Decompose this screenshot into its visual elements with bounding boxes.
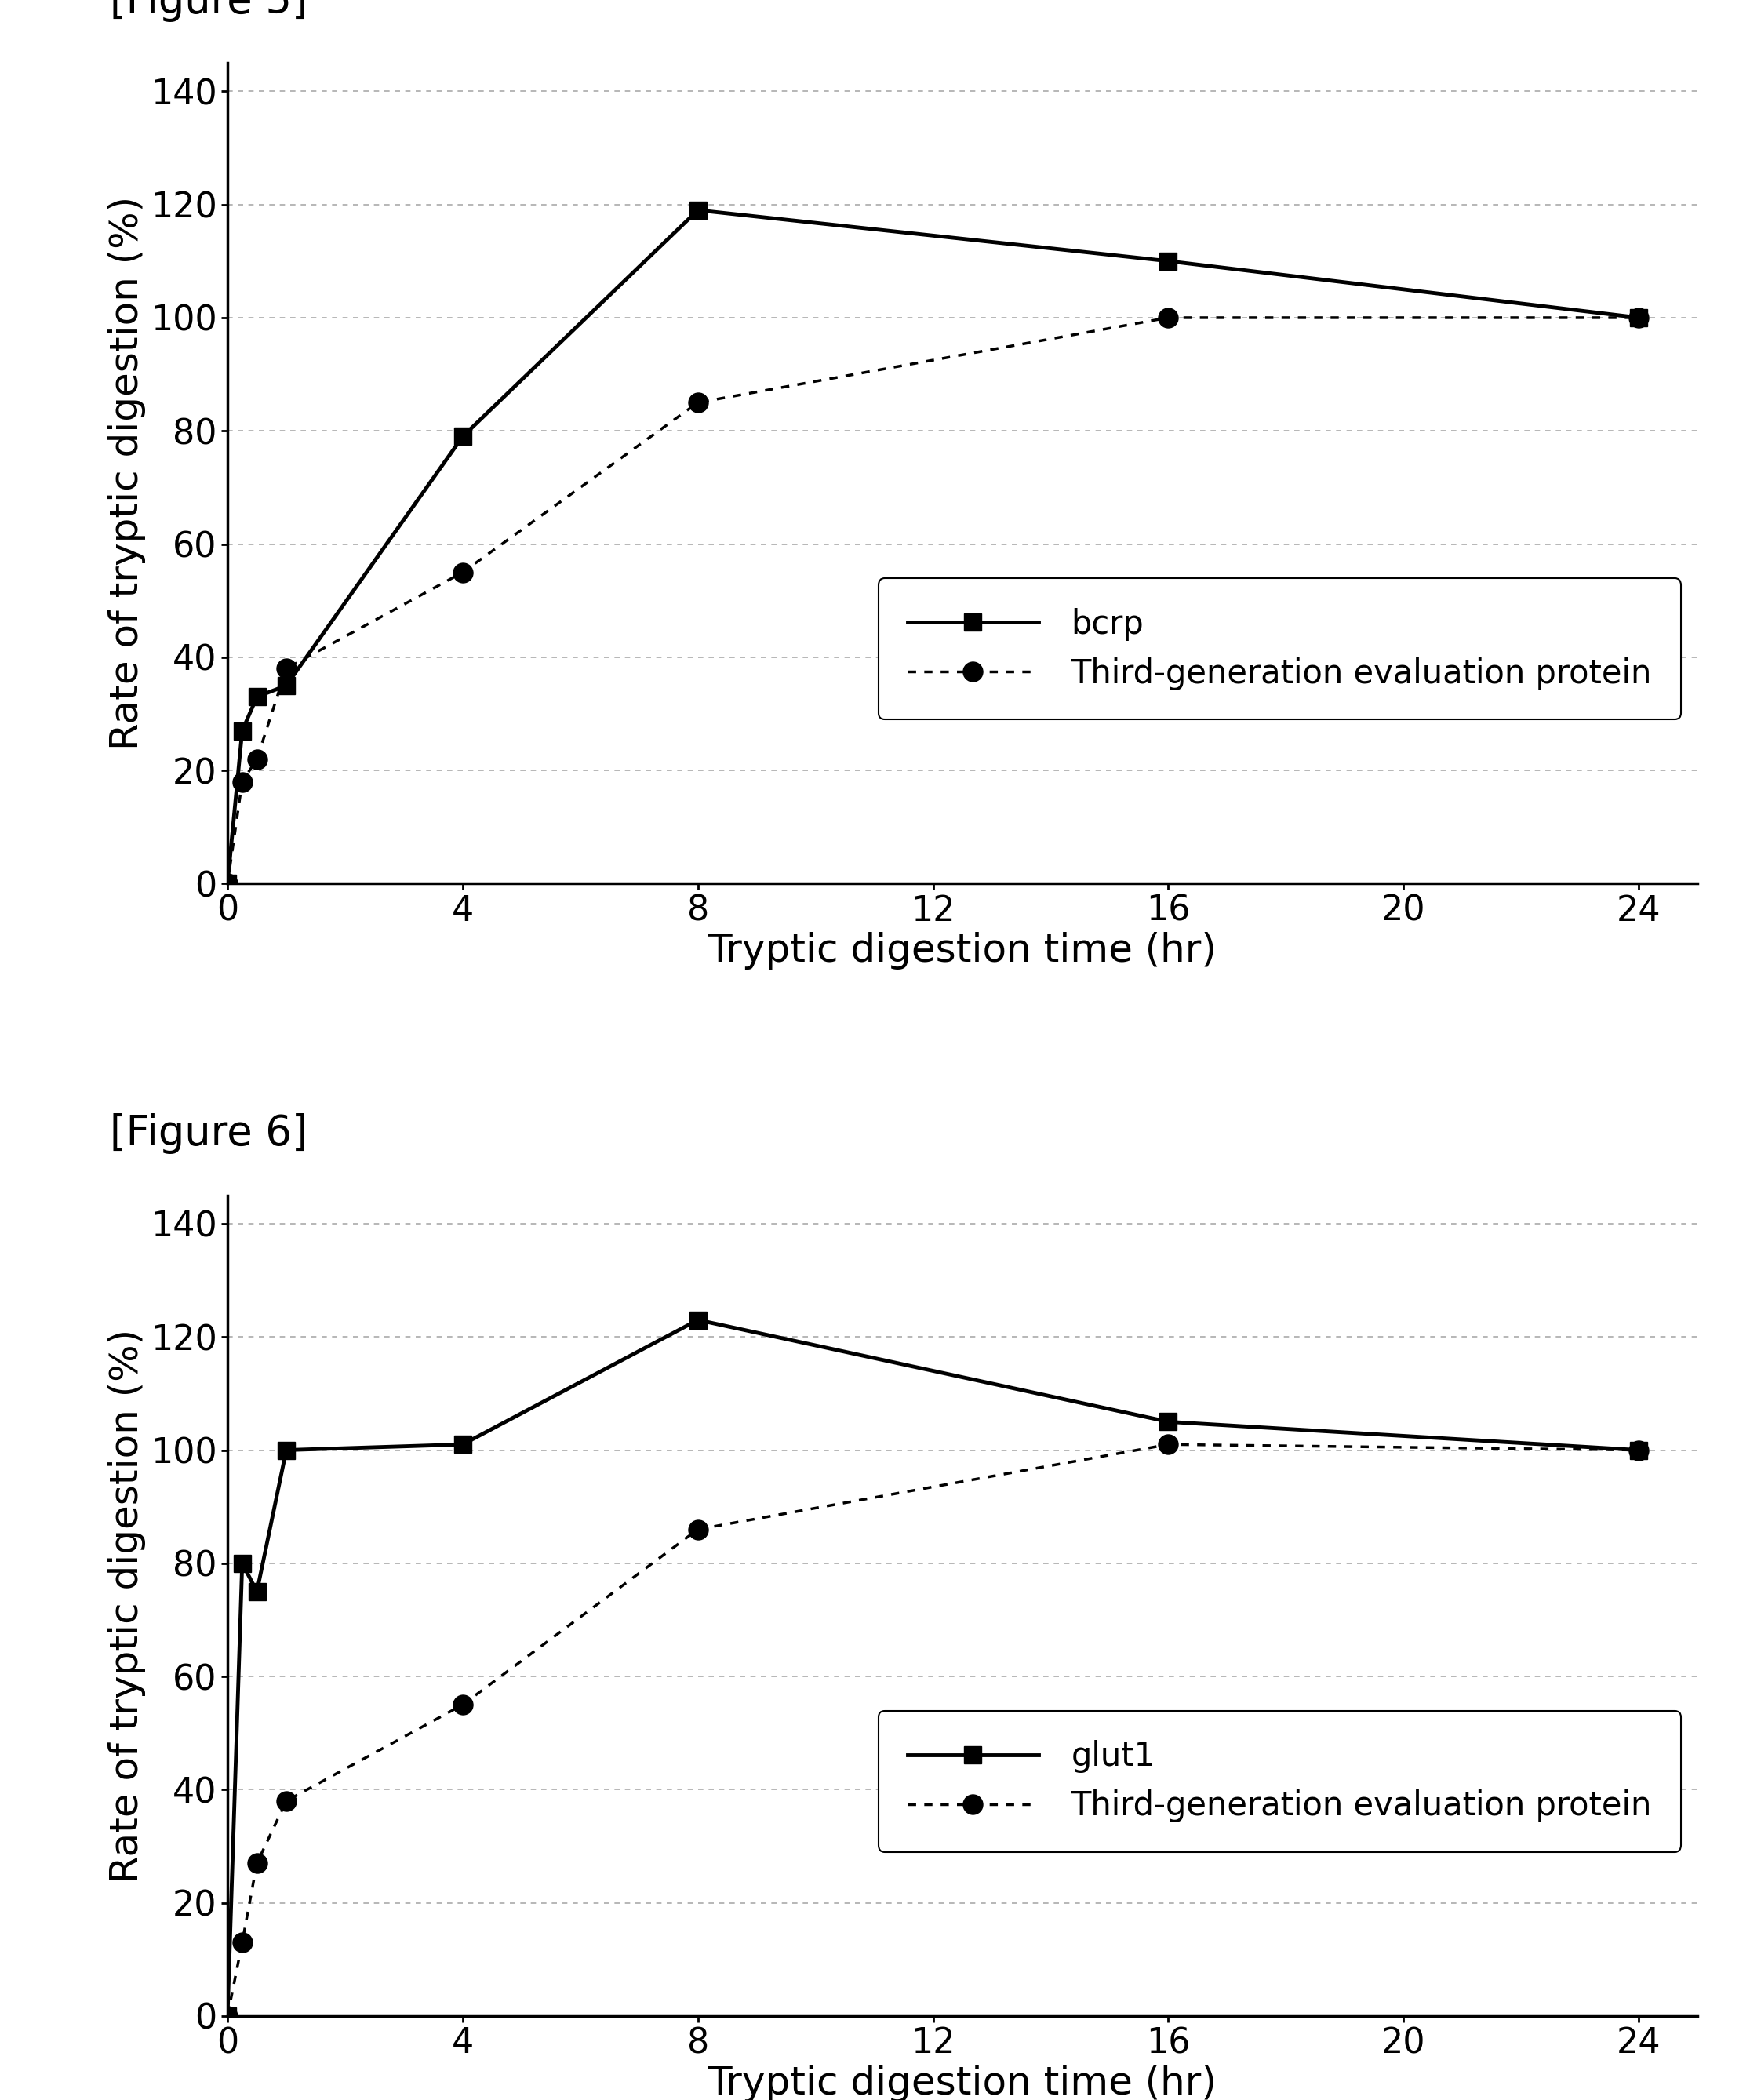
Third-generation evaluation protein	[247, 1850, 268, 1875]
Third-generation evaluation protein	[1158, 1432, 1180, 1457]
glut1	[231, 1550, 252, 1575]
Third-generation evaluation protein	[231, 1930, 252, 1955]
Third-generation evaluation protein	[1627, 304, 1648, 330]
Third-generation evaluation protein	[1158, 304, 1180, 330]
bcrp	[1158, 248, 1180, 273]
Line: Third-generation evaluation protein: Third-generation evaluation protein	[217, 309, 1648, 892]
Third-generation evaluation protein	[1627, 1438, 1648, 1464]
Third-generation evaluation protein	[452, 1693, 473, 1718]
Third-generation evaluation protein	[452, 561, 473, 586]
bcrp	[217, 871, 238, 897]
bcrp	[247, 685, 268, 710]
X-axis label: Tryptic digestion time (hr): Tryptic digestion time (hr)	[709, 932, 1216, 970]
Third-generation evaluation protein	[217, 2003, 238, 2029]
Third-generation evaluation protein	[231, 769, 252, 794]
glut1	[247, 1579, 268, 1604]
Line: bcrp: bcrp	[219, 202, 1647, 892]
glut1	[276, 1438, 298, 1464]
glut1	[217, 2003, 238, 2029]
Y-axis label: Rate of tryptic digestion (%): Rate of tryptic digestion (%)	[108, 195, 147, 750]
Third-generation evaluation protein	[276, 1789, 298, 1814]
Line: Third-generation evaluation protein: Third-generation evaluation protein	[217, 1434, 1648, 2026]
Legend: glut1, Third-generation evaluation protein: glut1, Third-generation evaluation prote…	[878, 1711, 1682, 1852]
bcrp	[688, 197, 709, 223]
glut1	[688, 1308, 709, 1334]
Y-axis label: Rate of tryptic digestion (%): Rate of tryptic digestion (%)	[108, 1329, 147, 1884]
bcrp	[276, 672, 298, 697]
X-axis label: Tryptic digestion time (hr): Tryptic digestion time (hr)	[709, 2064, 1216, 2100]
Third-generation evaluation protein	[247, 745, 268, 771]
bcrp	[452, 424, 473, 449]
glut1	[1158, 1409, 1180, 1434]
bcrp	[1627, 304, 1648, 330]
glut1	[1627, 1438, 1648, 1464]
Third-generation evaluation protein	[217, 871, 238, 897]
Third-generation evaluation protein	[688, 391, 709, 416]
Line: glut1: glut1	[219, 1310, 1647, 2024]
Text: [Figure 5]: [Figure 5]	[110, 0, 308, 21]
glut1	[452, 1432, 473, 1457]
Third-generation evaluation protein	[276, 655, 298, 680]
Text: [Figure 6]: [Figure 6]	[110, 1113, 308, 1155]
bcrp	[231, 718, 252, 743]
Legend: bcrp, Third-generation evaluation protein: bcrp, Third-generation evaluation protei…	[878, 578, 1682, 720]
Third-generation evaluation protein	[688, 1516, 709, 1541]
